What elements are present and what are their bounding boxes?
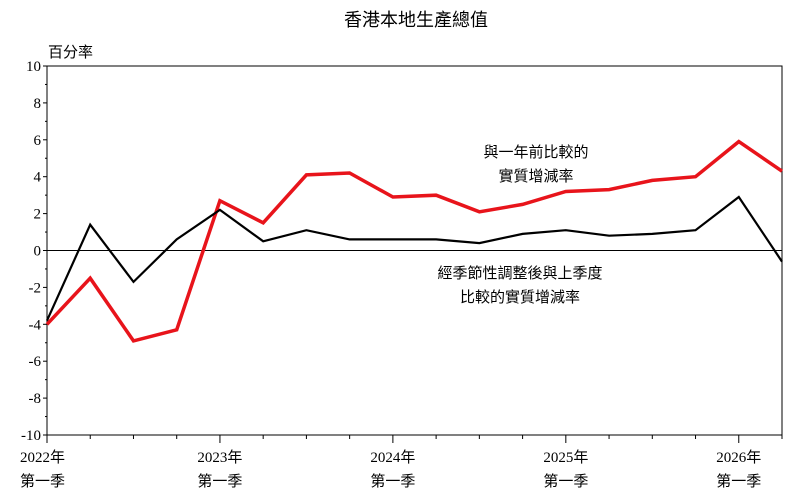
x-tick-quarter-label: 第一季	[716, 472, 761, 490]
x-tick-year-label: 2024年	[370, 449, 415, 466]
series-layer	[45, 139, 783, 343]
x-tick-quarter-label: 第一季	[197, 472, 242, 490]
x-tick-quarter-label: 第一季	[543, 472, 588, 490]
series-annotation-line: 與一年前比較的	[483, 143, 588, 161]
y-tick-label: 0	[34, 244, 42, 260]
y-tick-label: 6	[34, 133, 42, 149]
y-tick-label: -8	[29, 391, 42, 407]
y-tick-label: 8	[34, 96, 42, 112]
y-tick-label: -10	[21, 428, 41, 444]
y-axis-label: 百分率	[48, 44, 93, 61]
y-axis: 10 8 6 4 2 0 -2 -4 -6 -8 -10	[21, 59, 47, 444]
y-tick-label: -2	[29, 280, 42, 296]
x-tick-year-label: 2025年	[543, 449, 588, 466]
qoq-change-line	[45, 195, 783, 322]
x-tick-quarter-label: 第一季	[20, 472, 65, 490]
series-annotation-line: 實質增減率	[498, 167, 573, 185]
yoy-change-line	[45, 139, 783, 343]
x-tick-year-label: 2023年	[197, 449, 242, 466]
y-tick-label: -6	[29, 354, 42, 370]
y-tick-label: 4	[34, 170, 42, 186]
x-tick-quarter-label: 第一季	[370, 472, 415, 490]
y-tick-label: 2	[34, 207, 42, 223]
series-annotation-line: 比較的實質增減率	[460, 288, 580, 306]
x-tick-year-label: 2022年	[20, 449, 65, 466]
y-tick-label: -4	[29, 317, 42, 333]
y-tick-label: 10	[26, 59, 41, 75]
series-annotation-line: 經季節性調整後與上季度	[437, 264, 602, 282]
x-tick-year-label: 2026年	[716, 449, 761, 466]
chart-title: 香港本地生產總值	[344, 10, 488, 30]
